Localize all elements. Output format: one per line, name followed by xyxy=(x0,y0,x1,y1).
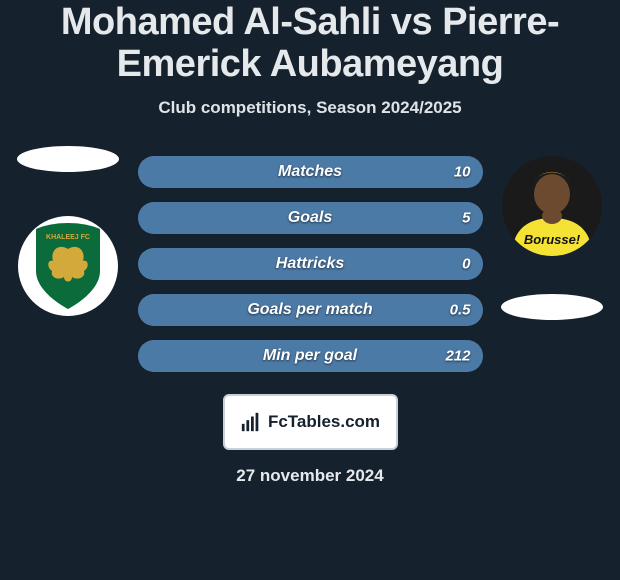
stat-bar-label: Min per goal xyxy=(263,347,357,365)
brand-box: FcTables.com xyxy=(223,394,398,450)
player2-photo: Borusse! xyxy=(502,156,602,256)
right-column: Borusse! xyxy=(492,146,612,320)
brand-text: FcTables.com xyxy=(268,412,380,432)
stat-bar: Hattricks 0 xyxy=(138,248,483,280)
svg-text:Borusse!: Borusse! xyxy=(524,232,581,247)
player-avatar-icon: Borusse! xyxy=(502,156,602,256)
comparison-card: Mohamed Al-Sahli vs Pierre-Emerick Aubam… xyxy=(0,0,620,580)
bar-chart-icon xyxy=(240,411,262,433)
stat-bar-label: Hattricks xyxy=(276,255,344,273)
stat-bars: Matches 10 Goals 5 Hattricks 0 Goals per match… xyxy=(138,146,483,372)
page-title: Mohamed Al-Sahli vs Pierre-Emerick Aubam… xyxy=(0,0,620,86)
content-area: KHALEEJ FC Borusse! Matches 10 Goals 5 Hattr… xyxy=(0,146,620,372)
stat-bar-label: Goals per match xyxy=(247,301,372,319)
stat-bar: Goals per match 0.5 xyxy=(138,294,483,326)
club-shield-icon: KHALEEJ FC xyxy=(28,221,108,311)
stat-bar-value-right: 212 xyxy=(445,347,470,364)
stat-bar-value-right: 5 xyxy=(462,209,470,226)
stat-bar-label: Matches xyxy=(278,163,342,181)
player2-marker-ellipse xyxy=(501,294,603,320)
player1-marker-ellipse xyxy=(17,146,119,172)
stat-bar-value-right: 0.5 xyxy=(450,301,471,318)
stat-bar-value-right: 0 xyxy=(462,255,470,272)
stat-bar: Min per goal 212 xyxy=(138,340,483,372)
stat-bar-value-right: 10 xyxy=(454,163,471,180)
svg-text:KHALEEJ FC: KHALEEJ FC xyxy=(46,234,90,241)
stat-bar: Matches 10 xyxy=(138,156,483,188)
stat-bar: Goals 5 xyxy=(138,202,483,234)
subtitle: Club competitions, Season 2024/2025 xyxy=(0,98,620,118)
left-column: KHALEEJ FC xyxy=(8,146,128,316)
player1-club-badge: KHALEEJ FC xyxy=(18,216,118,316)
date-text: 27 november 2024 xyxy=(0,466,620,486)
stat-bar-label: Goals xyxy=(288,209,332,227)
